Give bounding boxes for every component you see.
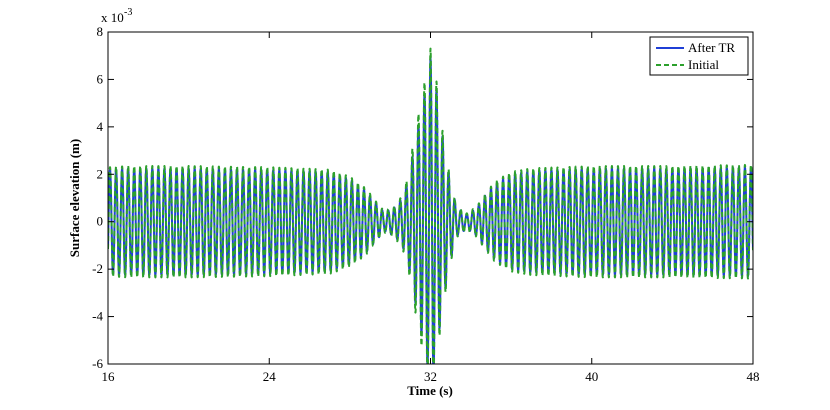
legend-label-after-tr: After TR — [688, 40, 735, 55]
y-tick-label: 0 — [97, 214, 104, 229]
legend-box — [649, 36, 749, 76]
y-tick-label: -2 — [92, 261, 103, 276]
y-tick-label: 8 — [97, 24, 104, 39]
legend-label-initial: Initial — [688, 57, 719, 72]
x-axis-title: Time (s) — [407, 383, 453, 398]
y-multiplier-exponent: -3 — [124, 7, 132, 18]
legend: After TR Initial — [649, 36, 749, 76]
y-axis-title: Surface elevation (m) — [67, 139, 82, 257]
x-tick-label: 48 — [747, 369, 760, 384]
y-tick-label: 6 — [97, 71, 104, 86]
plot-frame — [107, 31, 754, 365]
x-tick-label: 24 — [263, 369, 277, 384]
x-tick-label: 40 — [585, 369, 598, 384]
x-tick-label: 32 — [424, 369, 437, 384]
x-tick-label: 16 — [102, 369, 116, 384]
y-tick-label: -4 — [92, 309, 103, 324]
y-multiplier-label: x 10 — [101, 10, 124, 25]
series-line-initial — [108, 47, 753, 364]
series-layer — [108, 47, 753, 364]
y-tick-label: 2 — [97, 166, 104, 181]
y-tick-label: 4 — [97, 119, 104, 134]
y-tick-label: -6 — [92, 356, 103, 371]
